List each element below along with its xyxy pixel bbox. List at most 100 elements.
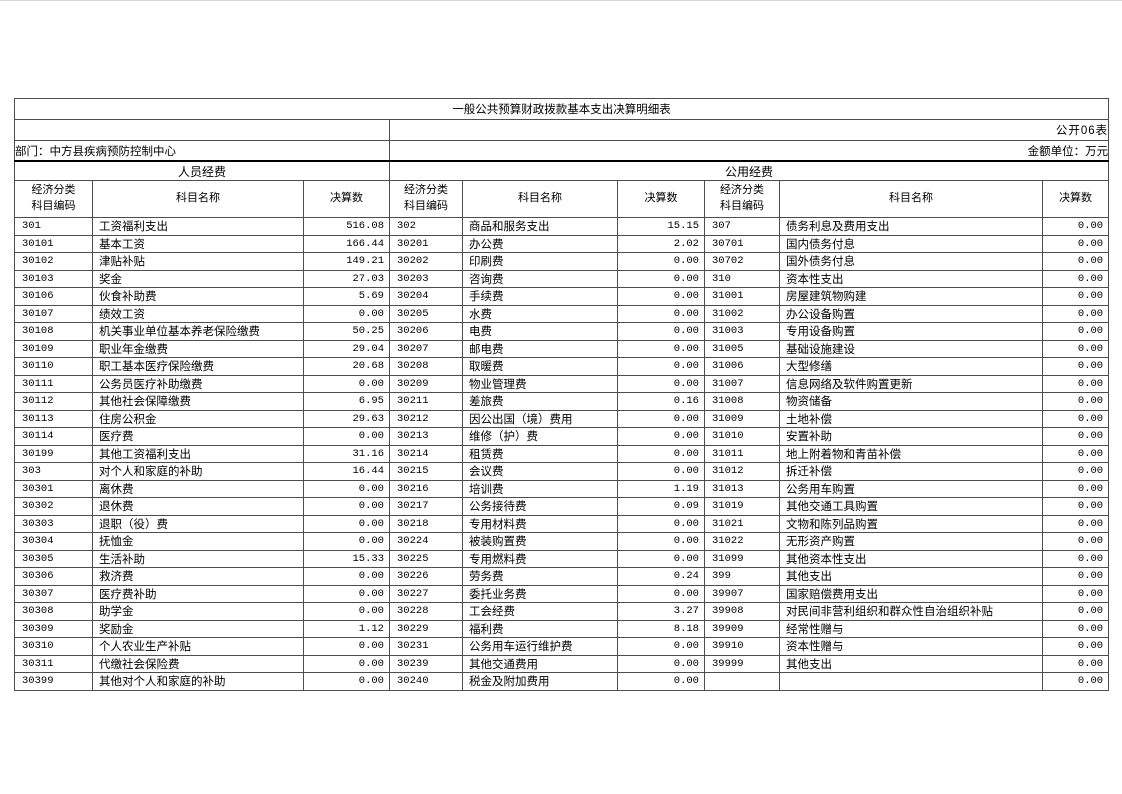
subject-name-cell: 基本工资	[92, 234, 304, 253]
econ-code-cell: 30307	[14, 584, 93, 603]
amount-cell: 0.00	[303, 532, 390, 551]
table-row: 30306 救济费 0.00 30226 劳务费 0.24 399 其他支出 0.00	[14, 567, 1110, 586]
amount-cell: 0.00	[303, 602, 390, 621]
amount-cell: 0.24	[617, 567, 705, 586]
econ-code-cell: 30114	[14, 427, 93, 446]
econ-code-cell: 30209	[389, 374, 463, 393]
econ-code-cell: 30308	[14, 602, 93, 621]
title-row: 一般公共预算财政拨款基本支出决算明细表	[13, 98, 1110, 120]
amount-cell: 1.12	[303, 619, 390, 638]
amount-cell: 0.00	[617, 269, 705, 288]
amount-cell: 0.00	[1041, 217, 1110, 236]
amount-cell: 0.00	[303, 672, 390, 691]
amount-cell: 0.00	[1041, 479, 1110, 498]
subject-name-cell: 奖金	[92, 269, 304, 288]
subject-name-cell: 税金及附加费用	[462, 672, 618, 691]
econ-code-cell: 30218	[389, 514, 463, 533]
subject-name-cell: 对民间非营利组织和群众性自治组织补贴	[779, 602, 1043, 621]
amount-cell: 0.00	[617, 637, 705, 656]
amount-cell: 29.04	[303, 339, 390, 358]
econ-code-cell: 30204	[389, 287, 463, 306]
econ-code-cell: 31021	[704, 514, 780, 533]
econ-code-cell: 30108	[14, 322, 93, 341]
econ-code-cell: 30106	[14, 287, 93, 306]
amount-cell: 0.00	[617, 287, 705, 306]
amount-cell: 29.63	[303, 409, 390, 428]
econ-code-cell: 30227	[389, 584, 463, 603]
amount-cell: 0.00	[1041, 462, 1110, 481]
econ-code-cell: 30211	[389, 392, 463, 411]
subject-name-cell: 维修（护）费	[462, 427, 618, 446]
subject-name-cell: 其他对个人和家庭的补助	[92, 672, 304, 691]
col-header-econ-code: 经济分类 科目编码	[389, 180, 463, 218]
amount-cell: 15.15	[617, 217, 705, 236]
econ-code-cell: 30310	[14, 637, 93, 656]
econ-code-cell: 30214	[389, 444, 463, 463]
amount-cell: 6.95	[303, 392, 390, 411]
econ-code-cell: 30110	[14, 357, 93, 376]
column-header-row: 经济分类 科目编码 科目名称 决算数 经济分类 科目编码 科目名称 决算数 经济分类…	[14, 180, 1110, 218]
subject-name-cell: 商品和服务支出	[462, 217, 618, 236]
subject-name-cell: 救济费	[92, 567, 304, 586]
econ-code-cell: 31003	[704, 322, 780, 341]
subject-name-cell: 其他工资福利支出	[92, 444, 304, 463]
table-row: 30307 医疗费补助 0.00 30227 委托业务费 0.00 39907 国家赔偿费用支…	[14, 584, 1110, 603]
amount-cell: 5.69	[303, 287, 390, 306]
amount-cell: 2.02	[617, 234, 705, 253]
table-row: 30399 其他对个人和家庭的补助 0.00 30240 税金及附加费用 0.00 0.00	[14, 672, 1110, 691]
subject-name-cell: 对个人和家庭的补助	[92, 462, 304, 481]
amount-cell: 0.00	[1041, 304, 1110, 323]
col-header-code-line1: 经济分类	[31, 184, 76, 197]
amount-cell: 20.68	[303, 357, 390, 376]
subject-name-cell: 债务利息及费用支出	[779, 217, 1043, 236]
table-row: 30308 助学金 0.00 30228 工会经费 3.27 39908 对民间非营利组织和群…	[14, 602, 1110, 621]
amount-cell: 0.00	[617, 514, 705, 533]
section-header-row: 人员经费 公用经费	[14, 160, 1110, 181]
amount-cell: 516.08	[303, 217, 390, 236]
table-row: 30305 生活补助 15.33 30225 专用燃料费 0.00 31099 其他资本性支出…	[14, 549, 1110, 568]
econ-code-cell: 31012	[704, 462, 780, 481]
table-row: 30110 职工基本医疗保险缴费 20.68 30208 取暖费 0.00 31006 大型修…	[14, 357, 1110, 376]
econ-code-cell: 30302	[14, 497, 93, 516]
amount-cell: 0.00	[617, 444, 705, 463]
subject-name-cell: 津贴补贴	[92, 252, 304, 271]
subject-name-cell: 公务接待费	[462, 497, 618, 516]
econ-code-cell: 30101	[14, 234, 93, 253]
subject-name-cell: 被装购置费	[462, 532, 618, 551]
econ-code-cell: 30215	[389, 462, 463, 481]
col-header-amount: 决算数	[617, 180, 705, 218]
subject-name-cell: 国内债务付息	[779, 234, 1043, 253]
table-row: 30102 津贴补贴 149.21 30202 印刷费 0.00 30702 国外债务付息 0.…	[14, 252, 1110, 271]
amount-cell: 0.00	[1041, 392, 1110, 411]
section-personnel-funds: 人员经费	[14, 160, 390, 181]
econ-code-cell: 399	[704, 567, 780, 586]
subject-name-cell: 基础设施建设	[779, 339, 1043, 358]
econ-code-cell: 307	[704, 217, 780, 236]
amount-cell: 15.33	[303, 549, 390, 568]
econ-code-cell: 31005	[704, 339, 780, 358]
amount-cell: 0.00	[1041, 427, 1110, 446]
amount-cell: 0.00	[1041, 269, 1110, 288]
subject-name-cell: 机关事业单位基本养老保险缴费	[92, 322, 304, 341]
econ-code-cell: 30226	[389, 567, 463, 586]
table-row: 30109 职业年金缴费 29.04 30207 邮电费 0.00 31005 基础设施建设 0…	[14, 339, 1110, 358]
table-row: 30199 其他工资福利支出 31.16 30214 租赁费 0.00 31011 地上附着物…	[14, 444, 1110, 463]
econ-code-cell: 31002	[704, 304, 780, 323]
amount-cell: 0.00	[1041, 514, 1110, 533]
subject-name-cell: 国外债务付息	[779, 252, 1043, 271]
subject-name-cell: 助学金	[92, 602, 304, 621]
econ-code-cell: 30203	[389, 269, 463, 288]
col-header-code-line2: 科目编码	[31, 200, 76, 212]
amount-cell: 0.00	[617, 654, 705, 673]
page-title: 一般公共预算财政拨款基本支出决算明细表	[13, 98, 1110, 120]
table-row: 30108 机关事业单位基本养老保险缴费 50.25 30206 电费 0.00 31003…	[14, 322, 1110, 341]
econ-code-cell: 30301	[14, 479, 93, 498]
subject-name-cell: 因公出国（境）费用	[462, 409, 618, 428]
amount-cell: 27.03	[303, 269, 390, 288]
amount-cell: 50.25	[303, 322, 390, 341]
econ-code-cell: 30109	[14, 339, 93, 358]
econ-code-cell: 30207	[389, 339, 463, 358]
subject-name-cell: 医疗费	[92, 427, 304, 446]
amount-cell: 16.44	[303, 462, 390, 481]
